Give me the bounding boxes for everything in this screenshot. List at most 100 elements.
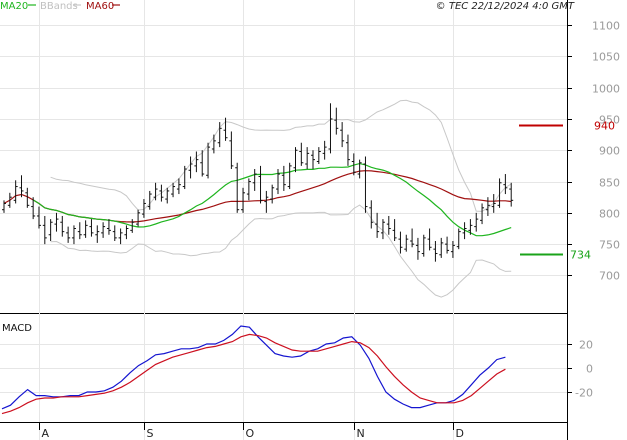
legend-ma60-label: MA60 xyxy=(86,1,114,12)
price-bar xyxy=(351,153,356,176)
price-bar xyxy=(101,222,106,238)
price-bar xyxy=(54,212,59,232)
price-bar xyxy=(89,219,94,237)
price-bar xyxy=(118,228,123,245)
price-bar xyxy=(206,142,211,179)
price-bar xyxy=(509,182,514,207)
price-bar xyxy=(241,187,246,213)
price-bar xyxy=(386,215,391,235)
price-bar xyxy=(264,190,269,213)
price-bar xyxy=(363,156,368,213)
price-bar xyxy=(124,225,129,240)
price-bar xyxy=(497,178,502,208)
price-bar xyxy=(404,234,409,252)
price-bar xyxy=(77,222,82,240)
price-bar xyxy=(83,220,88,238)
price-bar xyxy=(112,225,117,242)
price-bar xyxy=(310,150,315,170)
price-bar xyxy=(340,122,345,148)
price-bar xyxy=(130,219,135,233)
price-bar xyxy=(229,131,234,170)
price-bar xyxy=(200,150,205,177)
ma60-line xyxy=(3,170,512,223)
bband-lower-line xyxy=(50,204,512,298)
price-bar xyxy=(369,200,374,229)
price-bar xyxy=(281,165,286,191)
month-tick-label: S xyxy=(147,427,154,440)
price-grid xyxy=(0,0,567,440)
price-bar xyxy=(305,147,310,170)
price-bar xyxy=(66,226,71,243)
price-tick-label: 950 xyxy=(599,114,620,127)
price-bar xyxy=(462,222,467,240)
month-tick-label: N xyxy=(357,427,365,440)
price-bar xyxy=(258,165,263,204)
price-bar xyxy=(223,117,228,141)
ma20-line xyxy=(32,162,512,237)
price-bar xyxy=(194,151,199,173)
price-bar xyxy=(95,225,100,243)
price-bar xyxy=(299,142,304,166)
macd-tick-label: 20 xyxy=(579,339,593,352)
legend-ma20-label: MA20 xyxy=(0,1,28,12)
price-bar xyxy=(433,241,438,262)
price-bar xyxy=(322,140,327,160)
price-bar xyxy=(345,134,350,166)
price-bar xyxy=(328,103,333,154)
price-bar xyxy=(375,212,380,238)
macd-tick-label: 0 xyxy=(586,363,593,376)
price-bar xyxy=(468,219,473,235)
price-bar xyxy=(182,165,187,190)
price-axis: 700 750 800 850 900 950 1000 1050 1100 xyxy=(567,20,620,283)
price-bar xyxy=(415,237,420,260)
price-bar xyxy=(503,174,508,195)
price-tick-label: 1050 xyxy=(592,51,620,64)
price-bar xyxy=(141,199,146,218)
macd-axis: 20 0 -20 xyxy=(567,339,593,400)
price-bar xyxy=(147,190,152,210)
price-bars xyxy=(2,103,514,262)
price-bar xyxy=(439,237,444,258)
price-level-label: 940 xyxy=(594,120,615,133)
month-tick-label: O xyxy=(246,427,255,440)
price-bar xyxy=(153,182,158,201)
price-bar xyxy=(171,182,176,198)
legend-bbands-label: BBands xyxy=(40,1,78,12)
legend: MA20 BBands MA60 © TEC 22/12/2024 4:0 GM… xyxy=(0,1,575,12)
price-bar xyxy=(456,228,461,250)
price-tick-label: 800 xyxy=(599,208,620,221)
price-bar xyxy=(252,169,257,191)
price-bar xyxy=(48,219,53,242)
price-bar xyxy=(270,184,275,204)
price-bar xyxy=(235,162,240,213)
price-bar xyxy=(60,215,65,237)
price-bar xyxy=(421,234,426,257)
price-bar xyxy=(31,197,36,220)
price-bar xyxy=(2,200,6,213)
price-bar xyxy=(71,225,76,245)
price-bar xyxy=(450,241,455,258)
price-bar xyxy=(19,175,24,198)
price-bar xyxy=(491,194,496,213)
price-tick-label: 850 xyxy=(599,177,620,190)
price-bar xyxy=(7,192,12,208)
copyright-text: © TEC 22/12/2024 4:0 GMT xyxy=(436,1,575,12)
price-tick-label: 1100 xyxy=(592,20,620,33)
price-bar xyxy=(316,147,321,165)
price-bar xyxy=(211,134,216,154)
price-tick-label: 700 xyxy=(599,270,620,283)
price-bar xyxy=(287,162,292,190)
price-bar xyxy=(165,187,170,204)
price-bar xyxy=(380,219,385,240)
price-tick-label: 900 xyxy=(599,145,620,158)
price-bar xyxy=(136,209,141,227)
price-bar xyxy=(392,219,397,242)
bollinger-bands xyxy=(50,99,512,298)
price-level-label: 734 xyxy=(570,249,591,262)
price-bar xyxy=(293,147,298,173)
price-bar xyxy=(427,228,432,251)
price-bar xyxy=(13,180,18,204)
macd-tick-label: -20 xyxy=(575,387,593,400)
month-tick-label: A xyxy=(42,427,50,440)
